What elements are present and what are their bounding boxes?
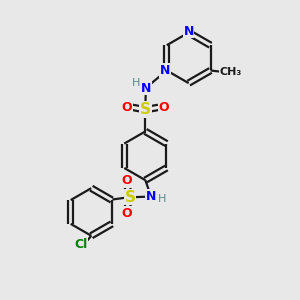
Text: O: O [122, 101, 132, 114]
Text: S: S [124, 190, 135, 205]
Text: O: O [122, 207, 132, 220]
Text: N: N [141, 82, 151, 95]
Text: O: O [122, 174, 132, 187]
Text: O: O [158, 101, 169, 114]
Text: N: N [184, 25, 194, 38]
Text: N: N [146, 190, 157, 203]
Text: CH₃: CH₃ [219, 67, 242, 77]
Text: H: H [158, 194, 166, 204]
Text: N: N [160, 64, 170, 77]
Text: H: H [132, 78, 141, 88]
Text: S: S [140, 102, 151, 117]
Text: Cl: Cl [74, 238, 88, 250]
